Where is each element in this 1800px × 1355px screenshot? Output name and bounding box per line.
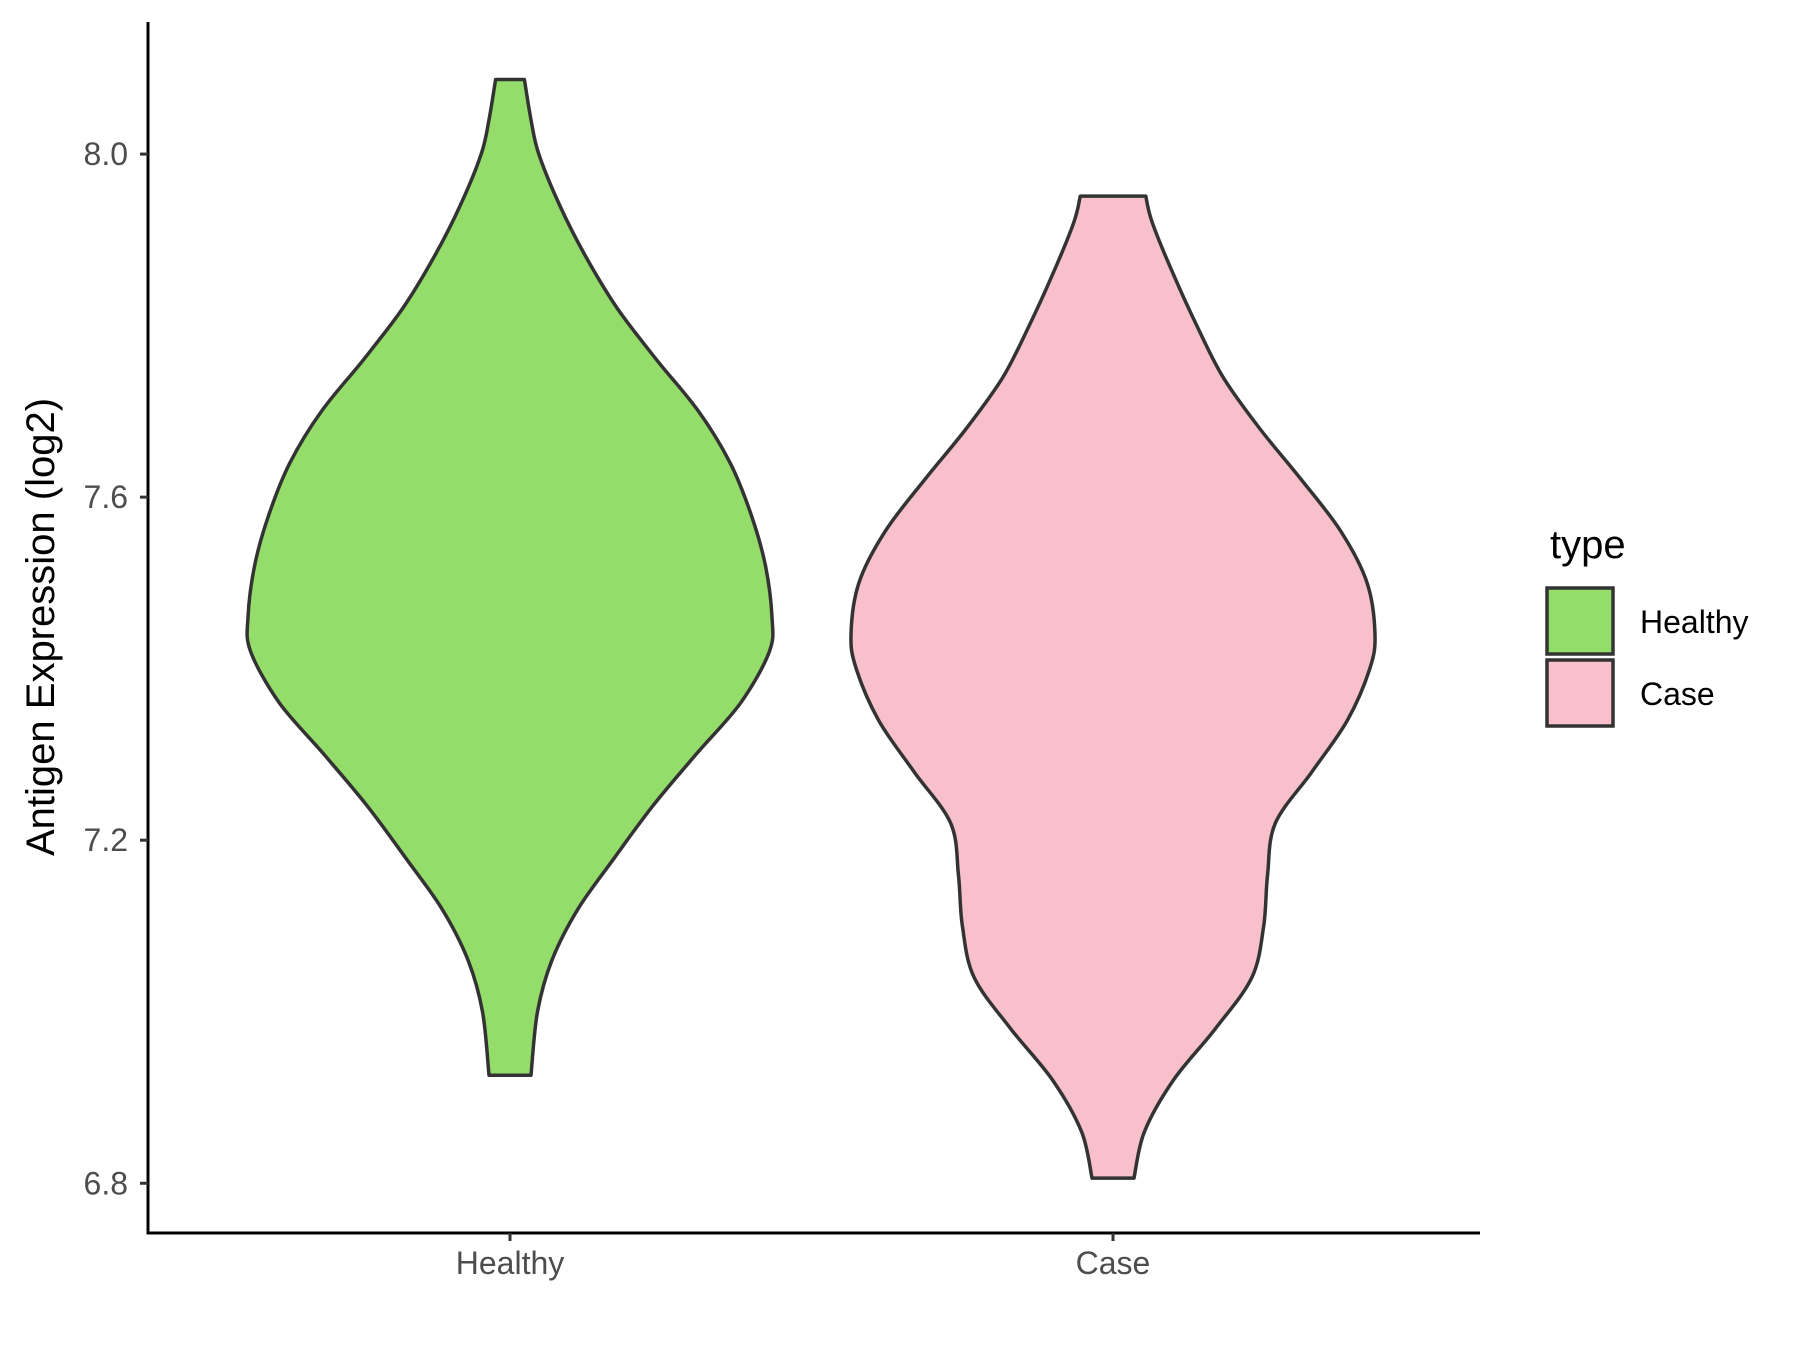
violin-case [849,194,1377,1180]
x-tick-label: Case [1076,1245,1151,1281]
x-tick-label: Healthy [456,1245,565,1281]
y-ticks: 6.8 7.2 7.6 8.0 [84,136,148,1201]
legend-key-healthy [1545,586,1615,656]
legend-label-healthy: Healthy [1640,604,1749,640]
y-tick-label: 6.8 [84,1165,128,1201]
legend-items: Healthy Case [1545,586,1749,728]
legend-key-case [1545,658,1615,728]
violin-layer [245,77,1377,1180]
violin-healthy [245,77,775,1077]
legend: type Healthy Case [1545,523,1749,728]
y-tick-label: 8.0 [84,136,128,172]
legend-title: type [1550,523,1626,567]
y-tick-label: 7.6 [84,479,128,515]
x-ticks: Healthy Case [456,1233,1151,1281]
y-tick-label: 7.2 [84,822,128,858]
y-axis-title: Antigen Expression (log2) [19,398,63,856]
legend-label-case: Case [1640,676,1715,712]
